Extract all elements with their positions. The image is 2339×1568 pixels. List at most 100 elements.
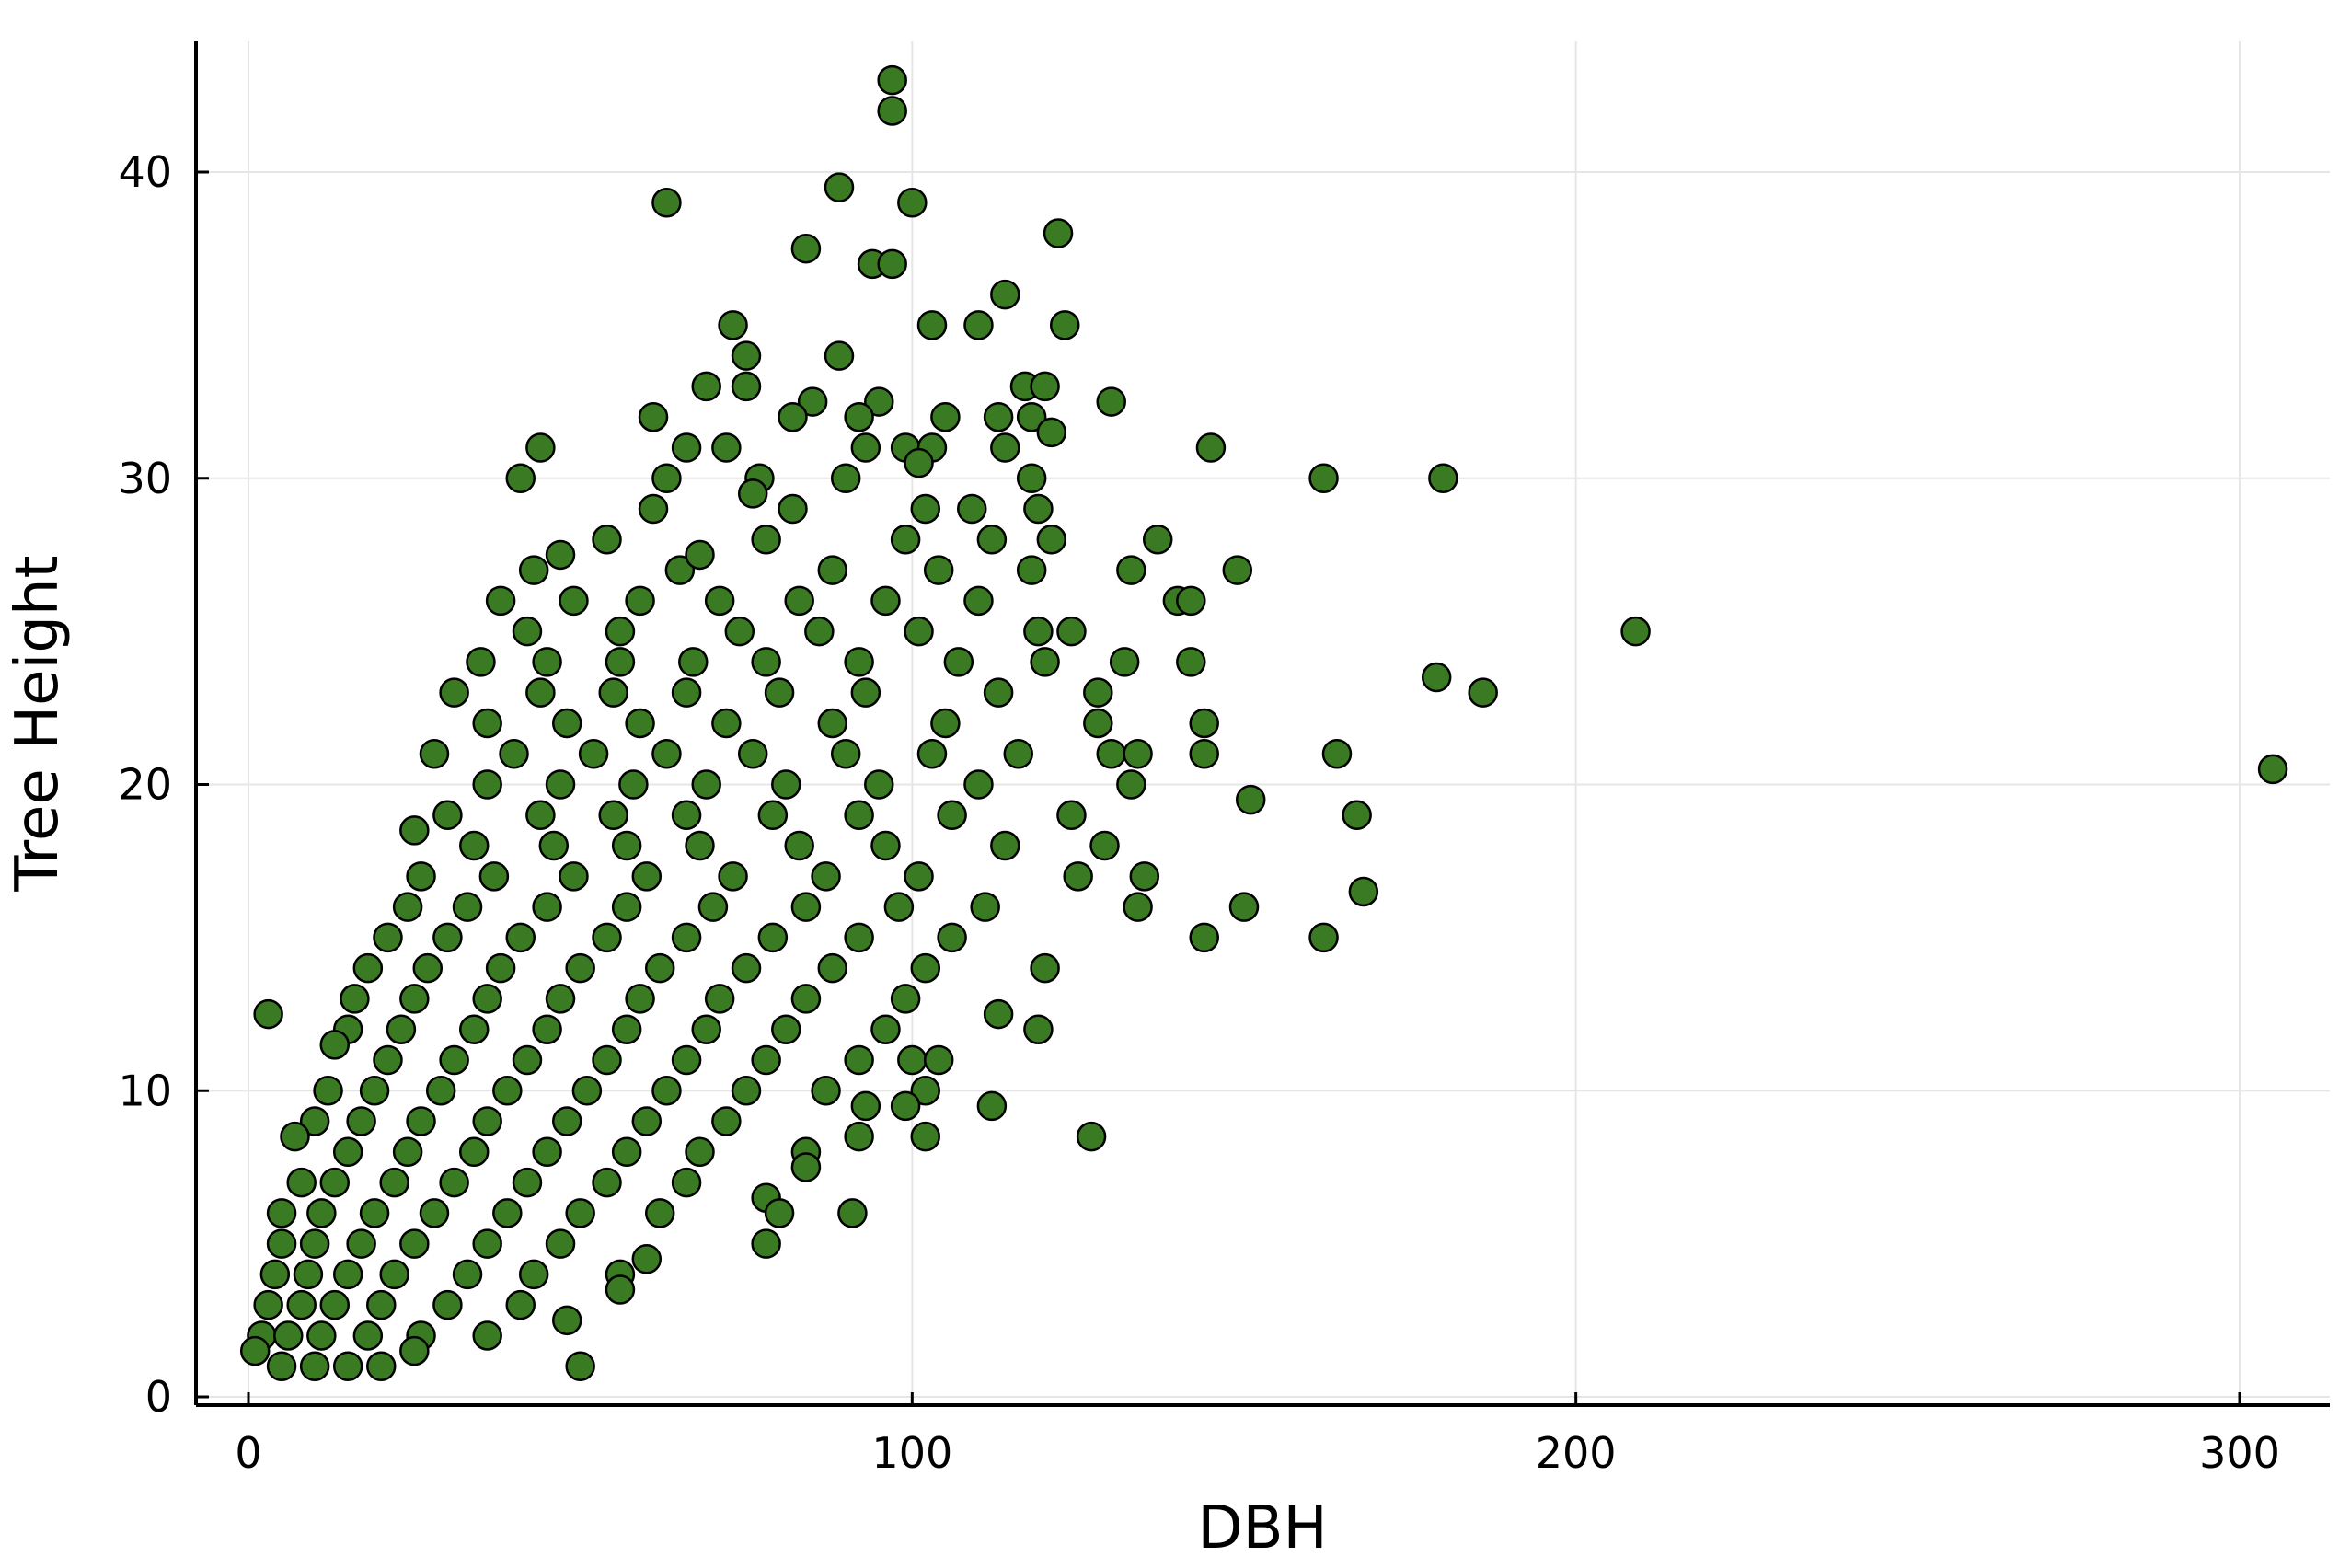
data-point	[2257, 754, 2288, 785]
data-point	[299, 1228, 330, 1259]
data-point	[824, 340, 855, 371]
data-point	[837, 1198, 868, 1228]
data-point	[963, 769, 994, 800]
data-point	[625, 708, 655, 739]
data-point	[784, 585, 814, 617]
data-point	[525, 800, 556, 831]
data-point	[1056, 616, 1087, 647]
data-point	[817, 952, 848, 984]
y-axis-title: Tree Height	[4, 555, 72, 892]
data-point	[472, 1228, 502, 1259]
data-point	[771, 1014, 801, 1044]
data-point	[890, 1090, 921, 1122]
data-point	[525, 432, 556, 463]
data-point	[1109, 647, 1140, 677]
data-point	[346, 1228, 376, 1259]
data-point	[1342, 800, 1372, 831]
data-point	[751, 525, 781, 555]
data-point	[718, 861, 748, 892]
data-point	[266, 1228, 297, 1259]
data-point	[392, 1136, 423, 1168]
y-tick-label: 30	[118, 454, 172, 503]
data-point	[1076, 1121, 1107, 1152]
data-point	[844, 1044, 874, 1076]
data-point	[605, 647, 636, 677]
data-point	[718, 310, 748, 340]
data-point	[910, 1121, 941, 1152]
data-point	[737, 478, 768, 509]
data-point	[731, 1076, 762, 1106]
data-point	[332, 1351, 363, 1381]
data-point	[778, 493, 808, 525]
data-point	[266, 1198, 297, 1228]
data-point	[485, 585, 516, 617]
data-point	[432, 922, 463, 953]
data-point	[1116, 555, 1146, 585]
data-point	[1321, 738, 1353, 769]
data-point	[545, 984, 576, 1014]
data-point	[691, 1014, 721, 1044]
data-point	[771, 769, 801, 800]
data-point	[1620, 616, 1651, 647]
data-point	[259, 1259, 291, 1290]
data-point	[671, 1167, 702, 1198]
data-point	[352, 1320, 384, 1351]
data-point	[983, 677, 1014, 708]
data-point	[419, 1198, 450, 1228]
data-point	[1049, 310, 1080, 340]
data-point	[983, 401, 1014, 432]
x-tick-label: 0	[235, 1428, 261, 1478]
data-point	[1308, 463, 1339, 493]
data-point	[910, 1076, 941, 1106]
data-point	[332, 1136, 363, 1168]
data-point	[923, 555, 954, 585]
x-tick-label: 100	[871, 1428, 952, 1478]
data-point	[930, 708, 961, 739]
data-point	[340, 984, 370, 1014]
data-point	[598, 800, 628, 831]
data-point	[830, 738, 861, 769]
data-point	[1056, 800, 1087, 831]
data-point	[592, 1044, 622, 1076]
data-point	[1195, 432, 1227, 463]
data-point	[757, 922, 789, 953]
data-point	[618, 769, 649, 800]
data-point	[797, 386, 828, 417]
data-point	[399, 1335, 430, 1366]
x-tick-label: 300	[2199, 1428, 2280, 1478]
data-point	[332, 1259, 363, 1290]
data-point	[1468, 677, 1498, 708]
data-point	[731, 340, 762, 371]
data-point	[525, 677, 556, 708]
data-point	[1030, 371, 1060, 402]
data-point	[439, 677, 469, 708]
data-point	[1189, 922, 1219, 953]
data-point	[346, 1106, 376, 1136]
data-point	[425, 1076, 456, 1106]
data-point	[638, 401, 669, 432]
data-point	[253, 1289, 283, 1320]
data-point	[293, 1259, 324, 1290]
data-point	[963, 585, 994, 617]
data-point	[751, 647, 781, 677]
data-point	[883, 892, 915, 922]
data-point	[970, 892, 1000, 922]
data-point	[757, 800, 789, 831]
data-point	[478, 861, 510, 892]
data-point	[790, 984, 822, 1014]
data-point	[1016, 463, 1047, 493]
data-point	[532, 892, 562, 922]
data-point	[685, 539, 715, 571]
data-point	[671, 1044, 702, 1076]
data-point	[877, 64, 907, 96]
data-point	[711, 1106, 742, 1136]
data-point	[545, 1228, 576, 1259]
data-point	[864, 386, 894, 417]
data-point	[1023, 616, 1054, 647]
data-point	[870, 1014, 901, 1044]
data-point	[1023, 493, 1054, 525]
data-point	[472, 1106, 502, 1136]
data-point	[844, 647, 874, 677]
data-point	[976, 1090, 1008, 1122]
data-point	[505, 463, 536, 493]
